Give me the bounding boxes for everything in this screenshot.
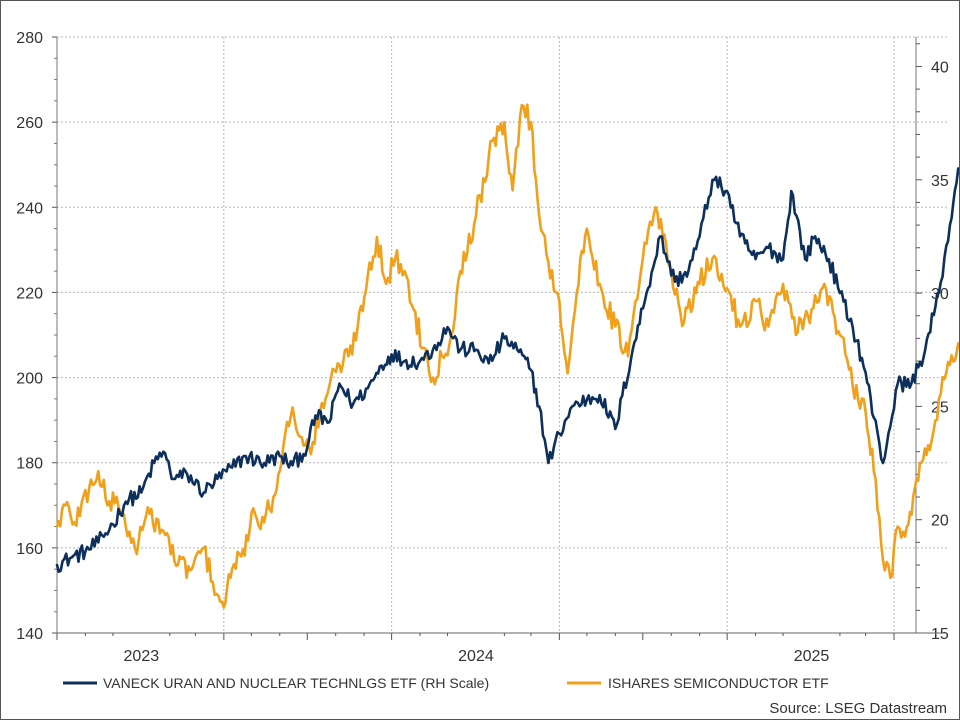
legend-label-ishares: ISHARES SEMICONDUCTOR ETF bbox=[608, 675, 829, 691]
x-axis: 2023 2024 2025 bbox=[56, 632, 947, 665]
source-label: Source: LSEG Datastream bbox=[769, 700, 947, 717]
left-tick-label: 280 bbox=[16, 30, 43, 47]
series-line-vaneck bbox=[55, 167, 960, 574]
left-tick-label: 140 bbox=[16, 626, 43, 643]
series-lines bbox=[55, 103, 960, 609]
series-line-ishares bbox=[55, 103, 960, 609]
left-tick-label: 220 bbox=[16, 285, 43, 302]
legend-label-vaneck: VANECK URAN AND NUCLEAR TECHNLGS ETF (RH… bbox=[103, 675, 489, 691]
right-tick-label: 25 bbox=[931, 399, 949, 416]
x-tick-label: 2023 bbox=[124, 648, 160, 665]
right-tick-label: 35 bbox=[931, 173, 949, 190]
x-tick-label: 2024 bbox=[458, 648, 494, 665]
right-tick-label: 15 bbox=[931, 626, 949, 643]
right-tick-label: 20 bbox=[931, 513, 949, 530]
left-tick-label: 260 bbox=[16, 115, 43, 132]
left-tick-label: 180 bbox=[16, 456, 43, 473]
left-tick-label: 240 bbox=[16, 200, 43, 217]
left-axis: 280 260 240 220 200 180 160 140 bbox=[16, 30, 58, 643]
left-tick-label: 200 bbox=[16, 371, 43, 388]
right-tick-label: 40 bbox=[931, 59, 949, 76]
left-tick-label: 160 bbox=[16, 541, 43, 558]
legend: VANECK URAN AND NUCLEAR TECHNLGS ETF (RH… bbox=[63, 675, 829, 691]
x-tick-label: 2025 bbox=[794, 648, 830, 665]
